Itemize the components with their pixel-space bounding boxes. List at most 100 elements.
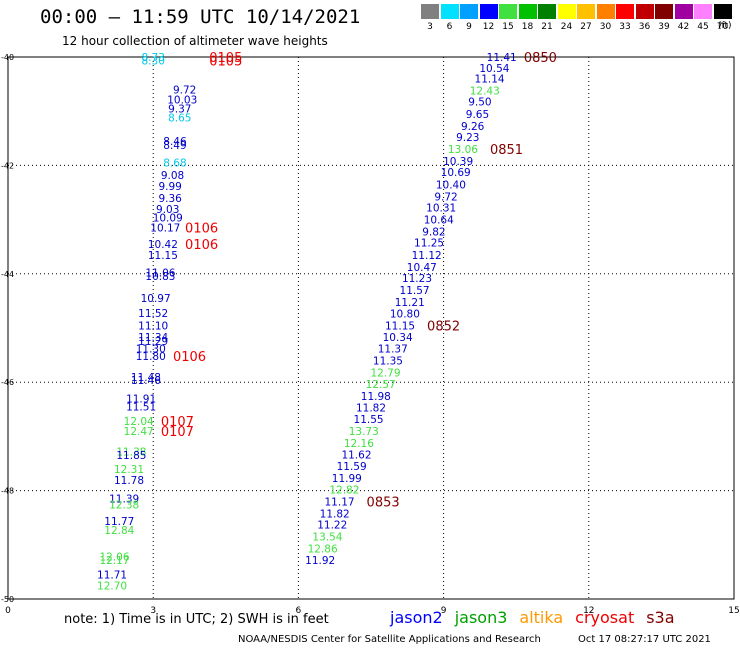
- legend-entry-s3a: s3a: [646, 608, 675, 627]
- lat-tick-label: -42: [1, 161, 14, 170]
- wave-height-value: 11.34: [138, 332, 168, 344]
- wave-height-value: 11.25: [414, 237, 444, 249]
- wave-height-value: 11.14: [475, 74, 505, 86]
- page-subtitle: 12 hour collection of altimeter wave hei…: [62, 34, 328, 48]
- scale-label-12: 12: [482, 22, 495, 32]
- wave-height-value: 11.48: [131, 372, 161, 384]
- scale-swatch-30: [596, 4, 616, 19]
- wave-height-value: 9.72: [434, 191, 457, 203]
- wave-height-value: 11.98: [361, 391, 391, 403]
- scale-swatch-12: [479, 4, 499, 19]
- scale-label-9: 9: [466, 22, 472, 32]
- wave-height-value: 13.06: [448, 144, 478, 156]
- wave-height-value: 10.34: [383, 332, 413, 344]
- legend-entry-altika: altika: [519, 608, 564, 627]
- scale-label-30: 30: [599, 22, 612, 32]
- wave-height-value: 9.99: [158, 181, 181, 193]
- pass-time-label: 0850: [524, 51, 557, 66]
- wave-height-value: 10.03: [167, 94, 197, 106]
- wave-height-value: 10.54: [479, 63, 509, 75]
- legend-entry-jason3: jason3: [454, 608, 508, 627]
- wave-height-value: 9.72: [173, 85, 196, 97]
- scale-label-24: 24: [560, 22, 573, 32]
- map-frame: [7, 56, 735, 600]
- wave-height-value: 8.30: [142, 55, 165, 67]
- wave-height-value: 11.57: [400, 285, 430, 297]
- lon-tick-label: 12: [583, 606, 594, 616]
- wave-height-value: 11.82: [320, 508, 350, 520]
- wave-height-value: 11.71: [97, 570, 127, 582]
- wave-height-value: 11.37: [378, 344, 408, 356]
- scale-label-45: 45: [697, 22, 709, 32]
- scale-label-70: 70: [716, 22, 729, 32]
- wave-height-value: 11.29: [138, 336, 168, 348]
- scale-label-36: 36: [638, 22, 651, 32]
- lon-tick-label: 15: [728, 606, 739, 616]
- wave-height-value: 8.68: [163, 158, 186, 170]
- wave-height-value: 9.50: [468, 96, 491, 108]
- wave-height-value: 9.82: [422, 227, 445, 239]
- wave-height-value: 10.39: [443, 156, 473, 168]
- wave-height-value: 11.06: [145, 268, 175, 280]
- wave-height-value: 10.97: [141, 293, 171, 305]
- wave-height-value: 10.64: [424, 215, 454, 227]
- wave-height-value: 12.57: [366, 379, 396, 391]
- wave-height-value: 11.22: [317, 520, 347, 532]
- wave-height-value: 11.77: [104, 516, 134, 528]
- lat-tick-label: -50: [1, 595, 14, 604]
- scale-swatch-21: [538, 4, 557, 19]
- wave-height-value: 10.42: [148, 239, 178, 251]
- wave-height-value: 12.38: [109, 500, 139, 512]
- wave-height-value: 13.73: [349, 426, 379, 438]
- footer-timestamp: Oct 17 08:27:17 UTC 2021: [578, 634, 711, 645]
- scale-swatch-39: [655, 4, 674, 19]
- wave-height-value: 11.21: [395, 297, 425, 309]
- scale-swatch-9: [460, 4, 479, 19]
- pass-time-label: 0105: [209, 54, 242, 69]
- scale-swatch-6: [440, 4, 460, 19]
- satellite-legend: jason2 jason3 altika cryosat s3a: [390, 608, 687, 627]
- wave-height-value: 11.55: [354, 414, 384, 426]
- wave-height-value: 10.83: [145, 271, 175, 283]
- scale-label-42: 42: [677, 22, 690, 32]
- wave-height-value: 11.30: [136, 344, 166, 356]
- pass-time-label: 0106: [185, 238, 218, 253]
- wave-height-value: 12.43: [470, 86, 500, 98]
- pass-time-label: 0852: [427, 319, 460, 334]
- wave-height-value: 11.91: [126, 393, 156, 405]
- pass-time-label: 0106: [173, 350, 206, 365]
- wave-height-value: 11.62: [341, 449, 371, 461]
- lon-tick-label: 6: [296, 606, 302, 616]
- scale-swatch-18: [518, 4, 538, 19]
- wave-height-value: 11.23: [402, 273, 432, 285]
- scale-swatch-15: [499, 4, 518, 19]
- scale-label-27: 27: [580, 22, 592, 32]
- wave-height-value: 10.69: [441, 167, 471, 179]
- scale-swatch-36: [635, 4, 655, 19]
- scale-swatch-42: [674, 4, 694, 19]
- pass-time-label: 0107: [161, 415, 194, 430]
- pass-time-label: 0107: [161, 425, 194, 440]
- wave-height-value: 11.59: [337, 461, 367, 473]
- wave-height-value: 11.52: [138, 308, 168, 320]
- wave-height-value: 12.31: [114, 464, 144, 476]
- lat-tick-label: -40: [1, 53, 14, 62]
- wave-height-value: 9.65: [466, 109, 489, 121]
- wave-height-value: 12.82: [329, 485, 359, 497]
- wave-height-value: 12.04: [124, 416, 154, 428]
- wave-height-value: 9.23: [456, 132, 479, 144]
- page-title: 00:00 – 11:59 UTC 10/14/2021: [40, 6, 361, 28]
- pass-time-label: 0105: [209, 51, 242, 66]
- wave-height-value: 12.86: [308, 544, 338, 556]
- wave-height-value: 10.47: [407, 262, 437, 274]
- wave-height-value: 11.99: [332, 473, 362, 485]
- footer-note: note: 1) Time is in UTC; 2) SWH is in fe…: [64, 612, 329, 627]
- wave-height-value: 11.15: [385, 320, 415, 332]
- wave-height-value: 10.40: [436, 179, 466, 191]
- footer-credit: NOAA/NESDIS Center for Satellite Applica…: [238, 634, 541, 645]
- wave-height-value: 13.54: [312, 532, 342, 544]
- wave-height-value: 10.17: [150, 223, 180, 235]
- scale-swatch-3: [421, 4, 440, 19]
- scale-swatch-33: [616, 4, 635, 19]
